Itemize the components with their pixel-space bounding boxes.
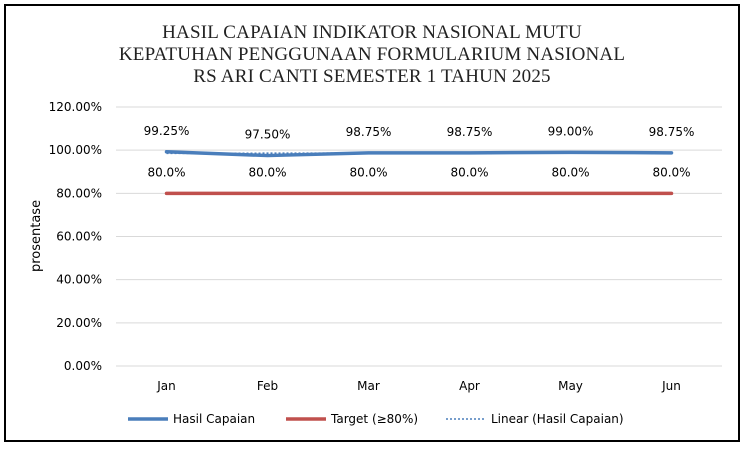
data-label: 98.75%: [649, 125, 695, 139]
y-tick-label: 100.00%: [49, 143, 102, 157]
data-label: 99.00%: [548, 124, 594, 138]
gridlines: [116, 106, 722, 367]
data-label: 80.0%: [652, 165, 690, 179]
legend: Hasil Capaian Target (≥80%) Linear (Hasil …: [128, 412, 624, 426]
chart-title: HASIL CAPAIAN INDIKATOR NASIONAL MUTU KE…: [119, 22, 625, 87]
chart-title-line-1: HASIL CAPAIAN INDIKATOR NASIONAL MUTU: [162, 22, 582, 43]
legend-label-target: Target (≥80%): [330, 412, 418, 426]
x-tick-label: Feb: [257, 379, 278, 393]
data-label: 80.0%: [551, 165, 589, 179]
data-label: 80.0%: [349, 165, 387, 179]
legend-label-trendline: Linear (Hasil Capaian): [491, 412, 624, 426]
legend-label-hasil-capaian: Hasil Capaian: [173, 412, 255, 426]
data-label: 98.75%: [447, 125, 493, 139]
data-label: 99.25%: [144, 124, 190, 138]
data-label: 80.0%: [248, 165, 286, 179]
x-axis-ticks: Jan Feb Mar Apr May Jun: [156, 379, 681, 393]
y-axis-title: prosentase: [29, 200, 44, 272]
series-lines: [164, 150, 674, 196]
y-tick-label: 20.00%: [56, 316, 102, 330]
chart-title-line-3: RS ARI CANTI SEMESTER 1 TAHUN 2025: [193, 66, 551, 87]
x-tick-label: Jan: [156, 379, 176, 393]
data-label: 97.50%: [245, 128, 291, 142]
x-tick-label: Mar: [357, 379, 380, 393]
data-label: 80.0%: [450, 165, 488, 179]
x-tick-label: May: [558, 379, 583, 393]
y-tick-label: 120.00%: [49, 100, 102, 114]
y-tick-label: 60.00%: [56, 230, 102, 244]
y-tick-label: 0.00%: [64, 359, 102, 373]
y-tick-label: 40.00%: [56, 273, 102, 287]
data-labels: 99.25% 97.50% 98.75% 98.75% 99.00% 98.75% 80.0…: [144, 124, 695, 180]
data-label: 80.0%: [147, 165, 185, 179]
x-tick-label: Apr: [459, 379, 480, 393]
chart-title-line-2: KEPATUHAN PENGGUNAAN FORMULARIUM NASIONA…: [119, 44, 625, 65]
y-tick-label: 80.00%: [56, 186, 102, 200]
trendline: [166, 151, 672, 155]
data-label: 98.75%: [346, 125, 392, 139]
chart-frame: [4, 4, 740, 442]
x-tick-label: Jun: [661, 379, 681, 393]
y-axis-ticks: 0.00% 20.00% 40.00% 60.00% 80.00% 100.00% 120.…: [49, 100, 102, 373]
